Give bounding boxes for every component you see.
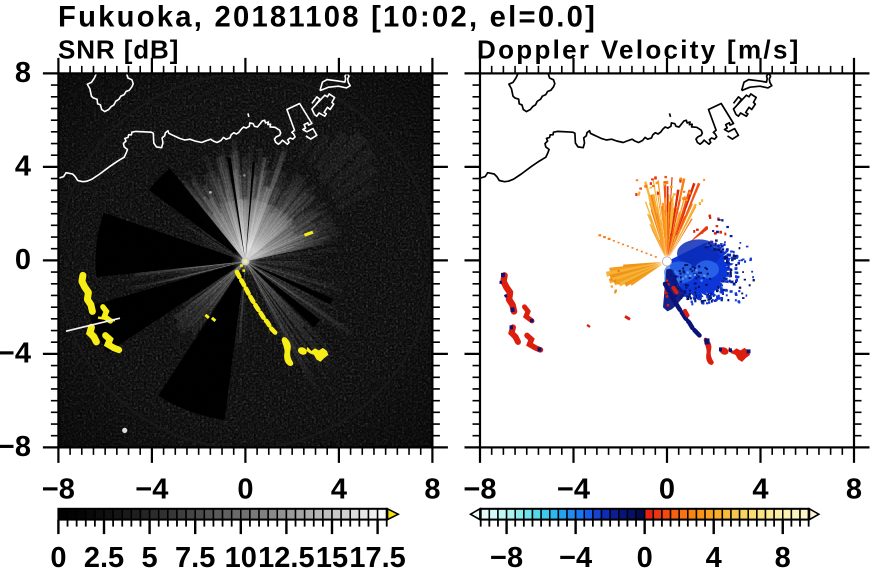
svg-text:8: 8 (775, 542, 791, 570)
svg-text:8: 8 (424, 473, 440, 505)
svg-text:8: 8 (846, 473, 862, 505)
svg-text:−4: −4 (559, 542, 592, 570)
svg-text:2.5: 2.5 (84, 542, 124, 570)
svg-text:7.5: 7.5 (175, 542, 215, 570)
svg-text:Doppler Velocity [m/s]: Doppler Velocity [m/s] (477, 35, 801, 65)
svg-text:Fukuoka, 20181108 [10:02, el=0: Fukuoka, 20181108 [10:02, el=0.0] (58, 2, 597, 34)
svg-text:4: 4 (15, 150, 31, 182)
svg-text:4: 4 (706, 542, 722, 570)
svg-text:−4: −4 (135, 473, 168, 505)
svg-text:5: 5 (142, 542, 158, 570)
svg-text:−8: −8 (0, 431, 31, 463)
svg-text:−4: −4 (0, 337, 31, 369)
svg-text:−8: −8 (490, 542, 523, 570)
svg-text:0: 0 (50, 542, 66, 570)
svg-text:10: 10 (225, 542, 257, 570)
svg-text:0: 0 (15, 244, 31, 276)
svg-text:12.5: 12.5 (258, 542, 314, 570)
svg-text:SNR [dB]: SNR [dB] (58, 35, 179, 65)
svg-text:17.5: 17.5 (349, 542, 405, 570)
svg-text:0: 0 (237, 473, 253, 505)
svg-text:0: 0 (659, 473, 675, 505)
svg-text:8: 8 (15, 57, 31, 89)
svg-text:4: 4 (752, 473, 768, 505)
svg-text:15: 15 (316, 542, 348, 570)
svg-text:−8: −8 (42, 473, 75, 505)
svg-text:−4: −4 (557, 473, 590, 505)
svg-text:4: 4 (331, 473, 347, 505)
svg-text:0: 0 (637, 542, 653, 570)
svg-text:−8: −8 (463, 473, 496, 505)
